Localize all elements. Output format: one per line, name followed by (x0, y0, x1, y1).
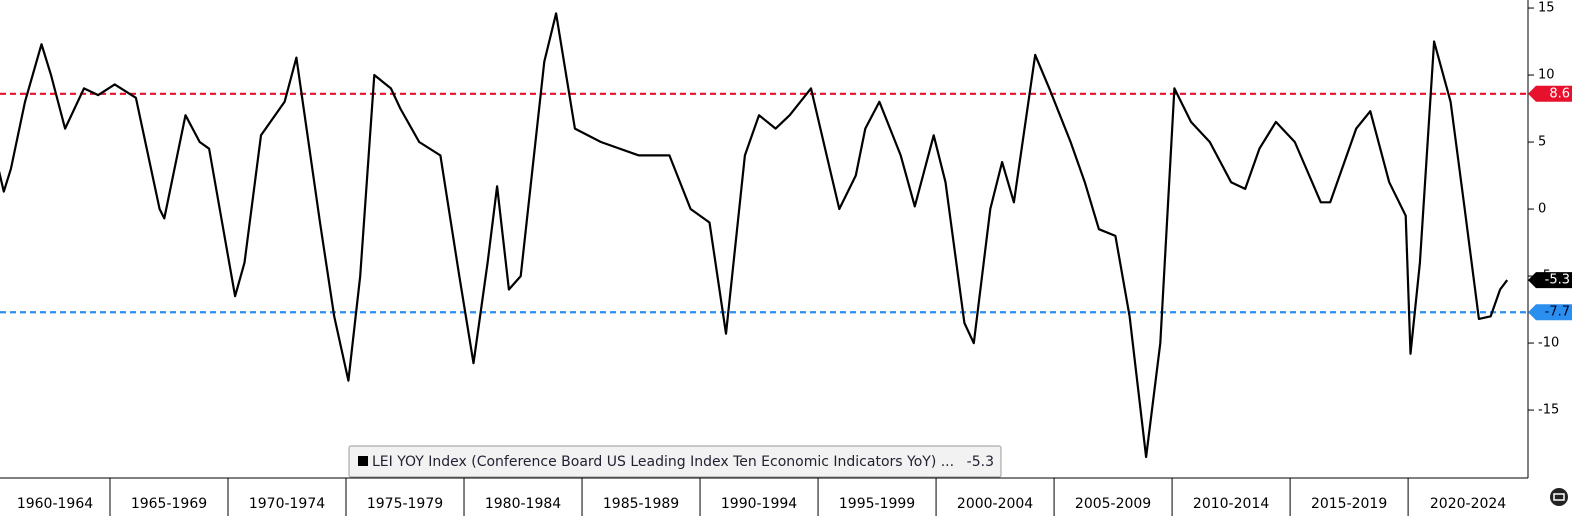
y-tick-label: -15 (1538, 403, 1559, 418)
last-value-label: -5.3 (1545, 273, 1570, 288)
x-tick-label: 2020-2024 (1430, 496, 1506, 512)
reference-tag (1528, 85, 1572, 102)
legend: LEI YOY Index (Conference Board US Leadi… (348, 445, 1002, 478)
settings-icon[interactable] (1550, 488, 1568, 506)
reference-label: 8.6 (1549, 86, 1570, 101)
series-line (0, 12, 1509, 459)
x-tick-label: 1960-1964 (17, 496, 93, 512)
x-tick-label: 1995-1999 (839, 496, 915, 512)
x-tick-label: 2005-2009 (1075, 496, 1151, 512)
x-tick-label: 1985-1989 (603, 496, 679, 512)
legend-swatch (358, 456, 368, 466)
reference-tag (1528, 304, 1572, 321)
legend-box (348, 445, 1002, 478)
x-tick-label: 1965-1969 (131, 496, 207, 512)
legend-label: LEI YOY Index (Conference Board US Leadi… (372, 454, 954, 470)
legend-value: -5.3 (967, 454, 994, 470)
x-tick-label: 1970-1974 (249, 496, 325, 512)
y-tick-label: 5 (1538, 135, 1546, 150)
last-value-tag (1528, 272, 1572, 289)
settings-icon-glyph (1553, 493, 1565, 501)
y-tick-label: -10 (1538, 336, 1559, 351)
x-tick-label: 2015-2019 (1311, 496, 1387, 512)
x-tick-label: 1990-1994 (721, 496, 797, 512)
reference-label: -7.7 (1545, 305, 1570, 320)
y-tick-label: 10 (1538, 68, 1555, 83)
x-tick-label: 2010-2014 (1193, 496, 1269, 512)
y-tick-label: 0 (1538, 202, 1546, 217)
x-tick-label: 1975-1979 (367, 496, 443, 512)
y-tick-label: 15 (1538, 1, 1555, 16)
x-tick-label: 1980-1984 (485, 496, 561, 512)
x-tick-label: 2000-2004 (957, 496, 1033, 512)
